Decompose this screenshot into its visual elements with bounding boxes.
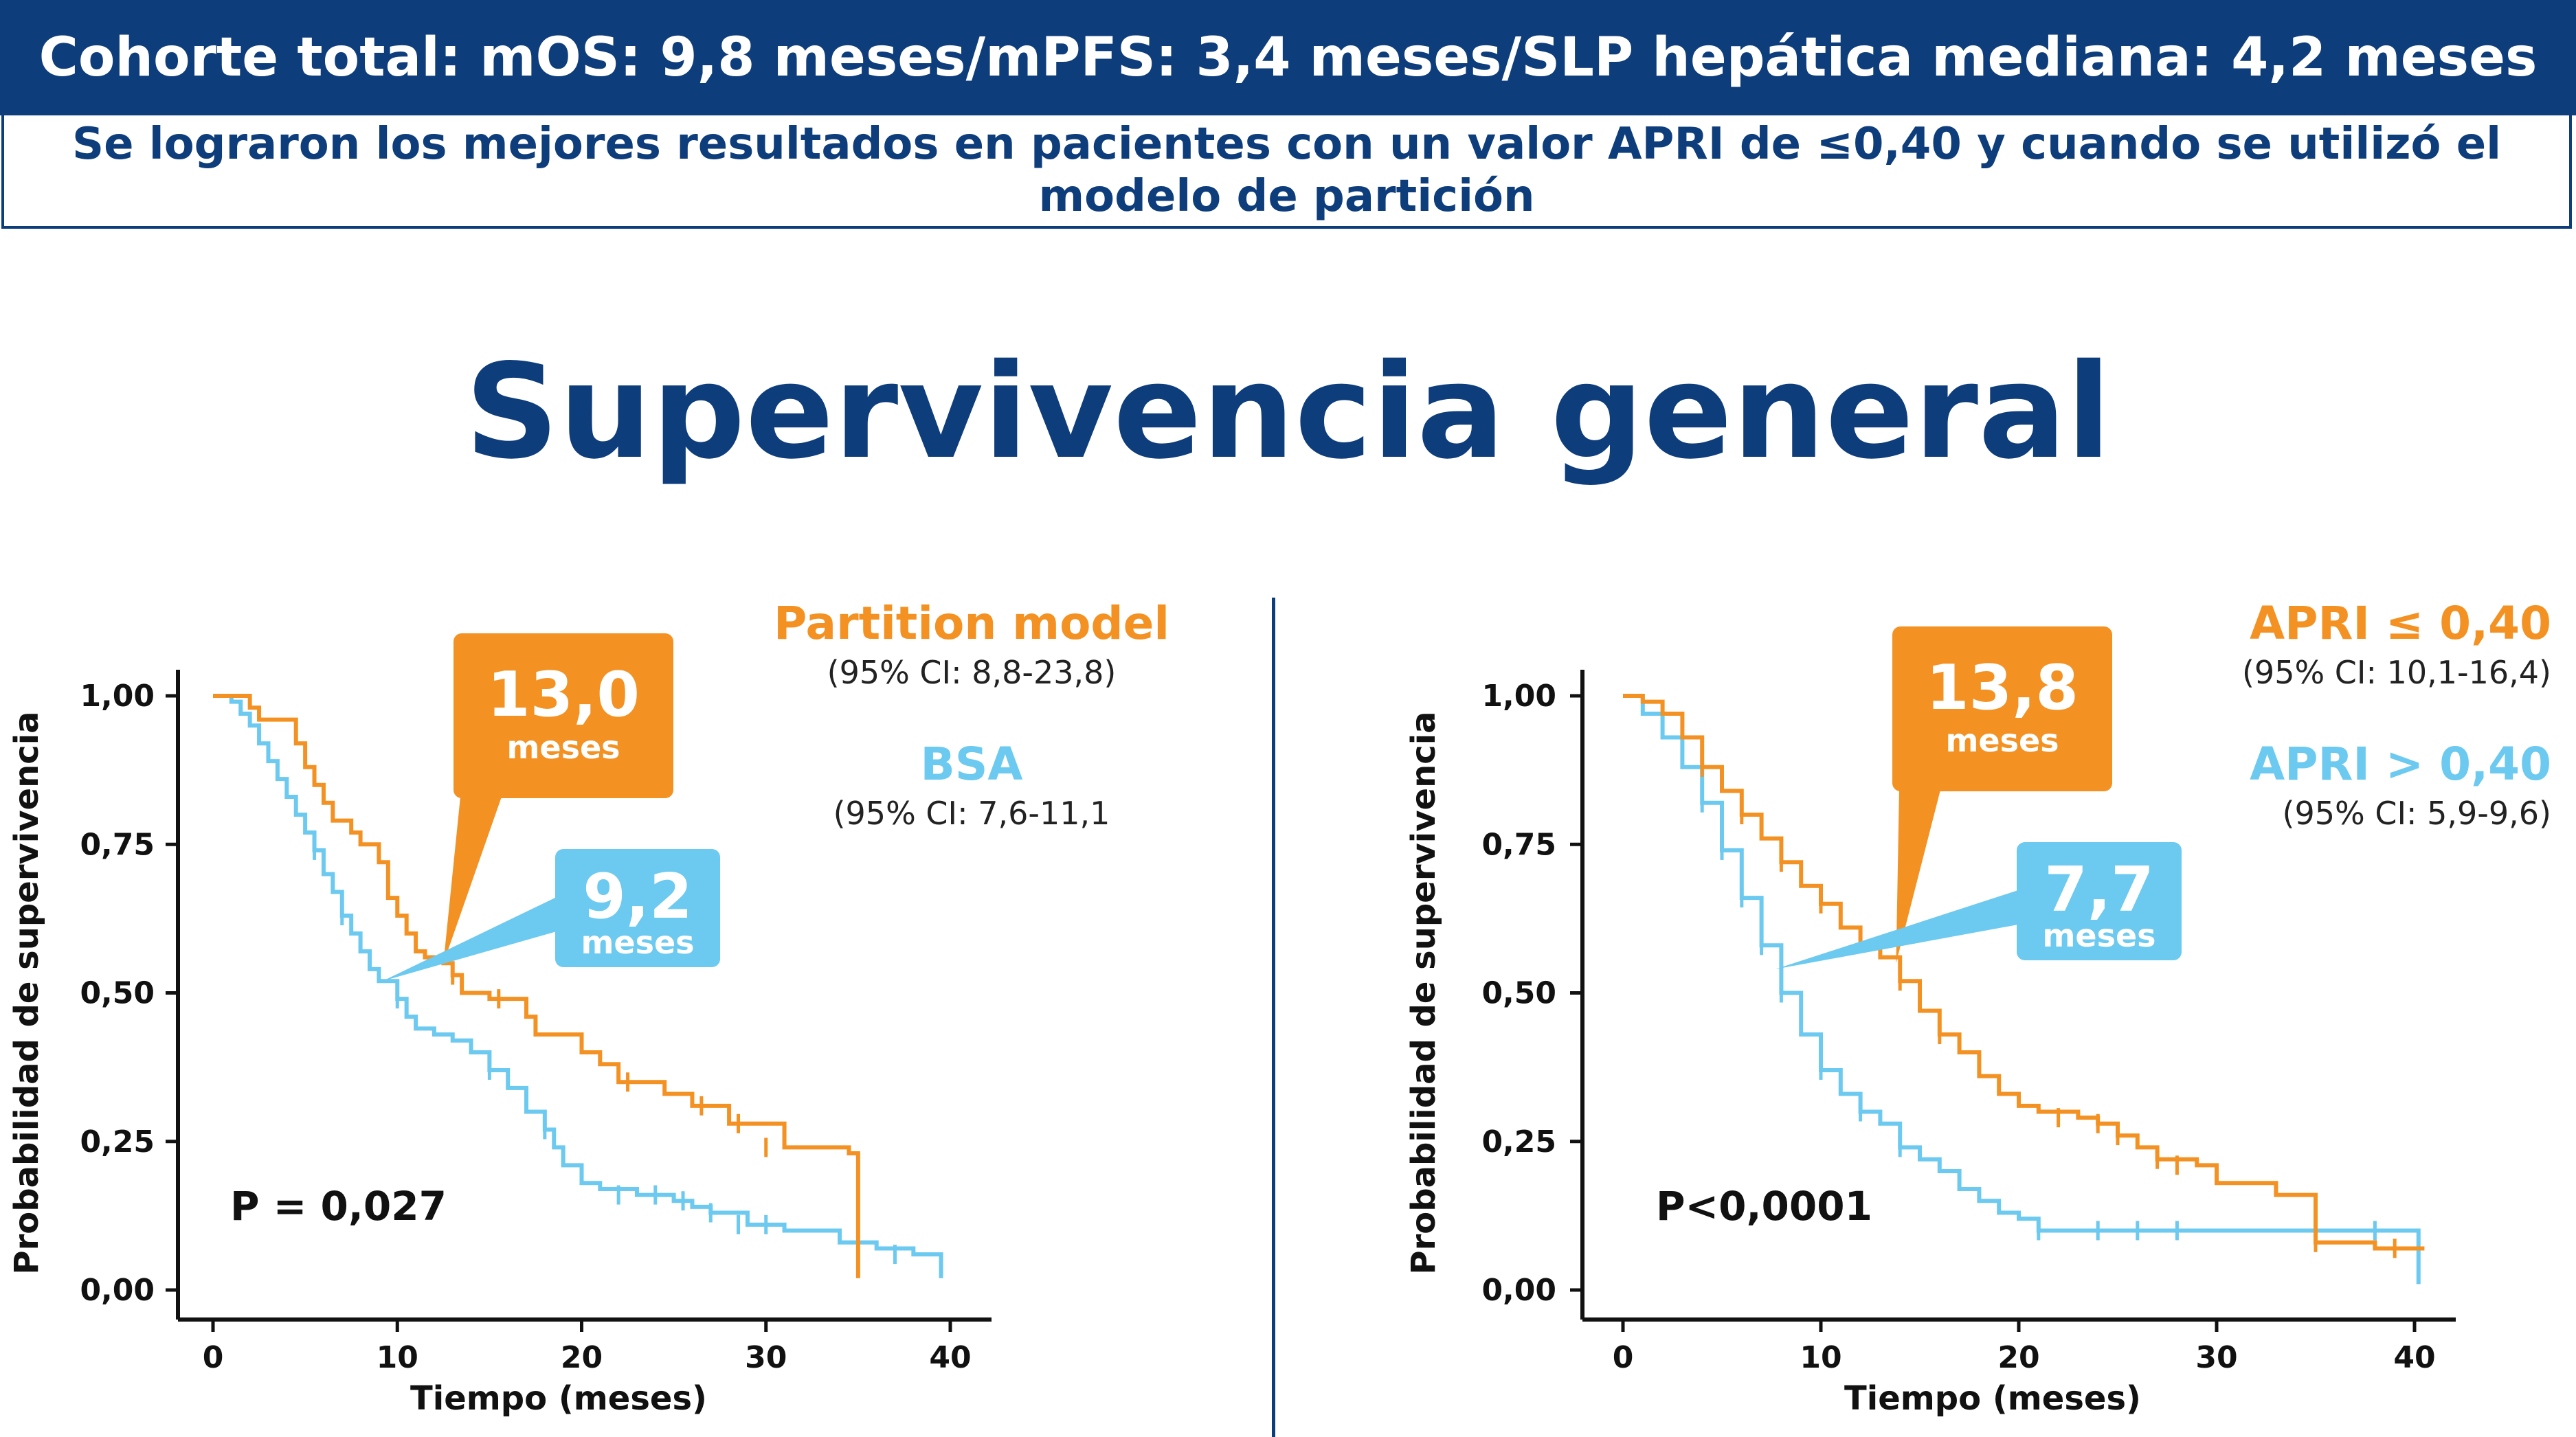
y-tick-label: 0,00 [1481,1273,1556,1308]
legend-ci-blue: (95% CI: 5,9-9,6) [2283,795,2551,832]
y-tick-label: 1,00 [1481,679,1556,714]
km-curve-orange [213,694,860,1278]
median-callout-pointer [1775,890,2018,969]
median-callout-pointer [382,897,557,982]
p-value: P = 0,027 [230,1183,447,1230]
median-callout-unit: meses [506,729,620,766]
median-callout-value: 13,0 [487,659,640,731]
x-tick-label: 30 [745,1340,787,1375]
page-title: Supervivencia general [464,336,2112,488]
median-callout-pointer [1896,790,1940,964]
x-tick-label: 20 [1997,1340,2039,1375]
x-tick-label: 0 [203,1340,224,1375]
legend-ci-blue: (95% CI: 7,6-11,1 [833,795,1110,832]
median-callout-value: 7,7 [2044,854,2153,926]
median-callout-unit: meses [1945,722,2059,759]
y-tick-label: 0,00 [80,1273,155,1308]
km-curve-blue [1623,694,2421,1285]
y-tick-label: 0,25 [1481,1124,1556,1159]
median-callout-box [2017,842,2182,960]
legend-name-blue: APRI > 0,40 [2250,738,2551,791]
x-tick-label: 40 [929,1340,971,1375]
legend-ci-orange: (95% CI: 8,8-23,8) [827,654,1117,691]
subtitle-line-2: modelo de partición [1038,171,1535,222]
y-tick-label: 0,25 [80,1124,155,1159]
y-axis-title: Probabilidad de supervivencia [1404,711,1443,1274]
median-callout-pointer [443,797,502,964]
legend-ci-orange: (95% CI: 10,1-16,4) [2242,654,2551,691]
x-tick-label: 0 [1613,1340,1634,1375]
subtitle-box: Se lograron los mejores resultados en pa… [1,115,2572,229]
legend-name-orange: Partition model [774,597,1169,650]
header-banner: Cohorte total: mOS: 9,8 meses/mPFS: 3,4 … [0,0,2576,115]
y-axis-title: Probabilidad de supervivencia [8,711,46,1274]
median-callout-value: 9,2 [583,861,692,933]
x-tick-label: 40 [2393,1340,2435,1375]
median-callout-box [1892,626,2112,791]
legend-name-blue: BSA [921,738,1023,791]
median-callout-box [453,633,673,798]
chart-partition-vs-bsa: 0,00 0,25 0,50 0,75 1,00 0 10 20 30 40 Probabilida… [8,597,1169,1418]
median-callout-box [555,849,720,967]
panel-divider [1272,598,1275,1437]
x-tick-label: 20 [561,1340,603,1375]
y-tick-label: 0,50 [80,976,155,1011]
legend-name-orange: APRI ≤ 0,40 [2250,597,2551,650]
x-tick-label: 10 [377,1340,418,1375]
x-tick-label: 10 [1800,1340,1841,1375]
median-callout-value: 13,8 [1926,652,2079,724]
subtitle-line-1: Se lograron los mejores resultados en pa… [71,119,2502,170]
p-value: P<0,0001 [1656,1183,1872,1230]
y-tick-label: 0,50 [1481,976,1556,1011]
x-axis-title: Tiempo (meses) [1844,1379,2141,1418]
median-callout-unit: meses [581,924,694,961]
x-axis-title: Tiempo (meses) [410,1379,707,1418]
median-callout-unit: meses [2042,917,2155,954]
y-tick-label: 0,75 [80,827,155,862]
y-tick-label: 1,00 [80,679,155,714]
x-tick-label: 30 [2195,1340,2237,1375]
y-tick-label: 0,75 [1481,827,1556,862]
